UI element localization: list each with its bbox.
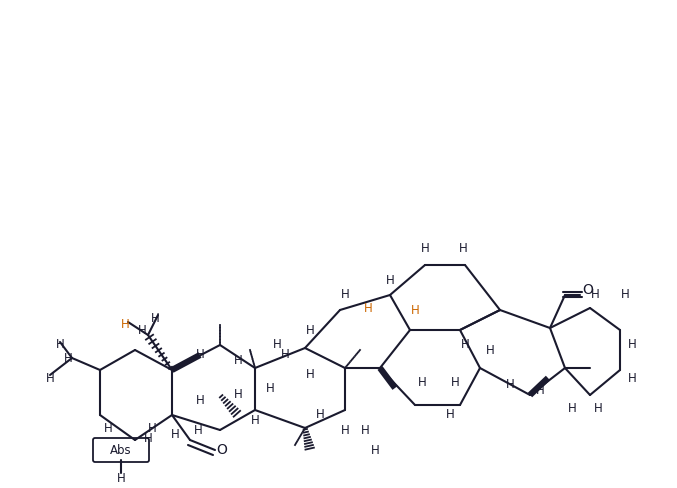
Text: H: H <box>194 424 202 436</box>
Text: H: H <box>273 339 282 351</box>
Text: H: H <box>305 324 314 337</box>
Text: Abs: Abs <box>110 444 132 456</box>
Text: H: H <box>341 288 349 302</box>
Text: H: H <box>451 377 460 389</box>
Text: H: H <box>196 348 204 362</box>
Text: H: H <box>144 431 152 445</box>
Text: H: H <box>628 371 636 385</box>
Text: H: H <box>418 377 427 389</box>
Text: H: H <box>56 339 64 351</box>
Text: O: O <box>583 283 594 297</box>
Text: H: H <box>45 371 54 385</box>
Text: H: H <box>506 379 515 391</box>
Text: O: O <box>217 443 227 457</box>
Text: H: H <box>590 288 599 302</box>
Text: H: H <box>234 388 242 402</box>
Text: H: H <box>567 402 576 414</box>
Text: H: H <box>148 422 156 434</box>
Text: H: H <box>621 288 630 302</box>
Text: H: H <box>386 273 395 286</box>
Text: H: H <box>370 444 379 456</box>
Text: H: H <box>341 424 349 436</box>
Text: H: H <box>265 382 274 394</box>
Text: H: H <box>234 353 242 366</box>
Text: H: H <box>411 304 419 317</box>
FancyBboxPatch shape <box>93 438 149 462</box>
Text: H: H <box>364 302 372 314</box>
Text: H: H <box>305 368 314 382</box>
Text: H: H <box>361 424 370 436</box>
Text: H: H <box>315 408 324 422</box>
Text: H: H <box>536 384 544 396</box>
Text: H: H <box>485 344 494 357</box>
Text: H: H <box>250 413 259 427</box>
Text: H: H <box>196 393 204 407</box>
Text: H: H <box>121 319 129 331</box>
Text: H: H <box>104 422 112 434</box>
Text: H: H <box>64 351 72 365</box>
Text: H: H <box>460 339 469 351</box>
Text: H: H <box>150 311 159 325</box>
Text: H: H <box>137 324 146 337</box>
Text: H: H <box>171 428 179 442</box>
Text: H: H <box>594 402 603 414</box>
Text: H: H <box>281 348 289 362</box>
Text: H: H <box>116 472 125 486</box>
Text: H: H <box>628 339 636 351</box>
Text: H: H <box>458 242 467 255</box>
Text: H: H <box>420 242 429 255</box>
Text: H: H <box>445 408 454 422</box>
